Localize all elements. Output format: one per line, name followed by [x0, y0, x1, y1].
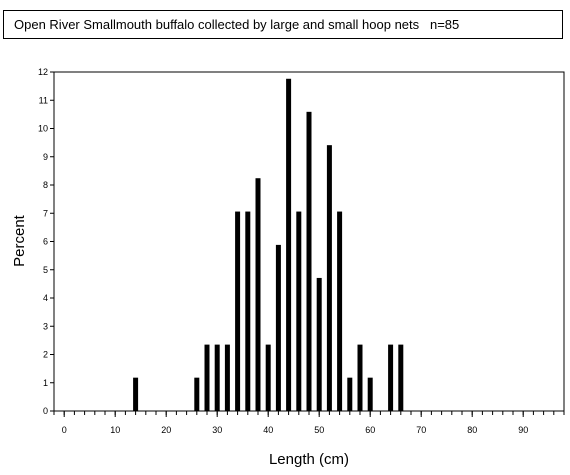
- bar: [275, 244, 281, 411]
- chart-title-box: Open River Smallmouth buffalo collected …: [3, 10, 563, 39]
- bar: [204, 344, 210, 411]
- y-axis-title: Percent: [11, 214, 28, 267]
- bar: [316, 277, 322, 411]
- y-tick-label: 9: [43, 152, 48, 162]
- x-axis: 0 10 20 30 40 50 60 70 80 90: [53, 411, 565, 435]
- bar: [398, 344, 404, 411]
- bar: [296, 211, 302, 411]
- x-tick-label: 90: [518, 425, 528, 435]
- y-tick-label: 1: [43, 378, 48, 388]
- x-tick-label: 40: [263, 425, 273, 435]
- bar: [326, 145, 332, 412]
- bar: [357, 344, 363, 411]
- bar: [367, 377, 373, 411]
- x-tick-label: 10: [110, 425, 120, 435]
- bar: [265, 344, 271, 411]
- bar: [337, 211, 343, 411]
- x-tick-label: 70: [416, 425, 426, 435]
- bar: [194, 377, 200, 411]
- x-tick-label: 50: [314, 425, 324, 435]
- y-tick-label: 7: [43, 208, 48, 218]
- bar: [245, 211, 251, 411]
- bar: [388, 344, 394, 411]
- y-tick-label: 3: [43, 321, 48, 331]
- x-tick-label: 20: [161, 425, 171, 435]
- bar: [286, 78, 292, 411]
- bar: [133, 377, 139, 411]
- bar: [235, 211, 241, 411]
- y-tick-label: 4: [43, 293, 48, 303]
- y-tick-label: 12: [38, 67, 48, 77]
- x-tick-label: 80: [467, 425, 477, 435]
- y-tick-label: 2: [43, 350, 48, 360]
- x-axis-title: Length (cm): [269, 451, 349, 468]
- bar: [255, 178, 261, 411]
- x-tick-label: 0: [62, 425, 67, 435]
- y-tick-label: 10: [38, 124, 48, 134]
- chart-title: Open River Smallmouth buffalo collected …: [14, 17, 460, 32]
- y-tick-label: 5: [43, 265, 48, 275]
- bar: [306, 111, 312, 412]
- bar: [214, 344, 220, 411]
- bar: [347, 377, 353, 411]
- y-tick-label: 6: [43, 237, 48, 247]
- x-tick-label: 60: [365, 425, 375, 435]
- y-tick-label: 8: [43, 180, 48, 190]
- bar: [224, 344, 230, 411]
- bars: [133, 78, 404, 412]
- y-tick-label: 11: [39, 95, 48, 105]
- x-tick-label: 30: [212, 425, 222, 435]
- y-tick-label: 0: [43, 406, 48, 416]
